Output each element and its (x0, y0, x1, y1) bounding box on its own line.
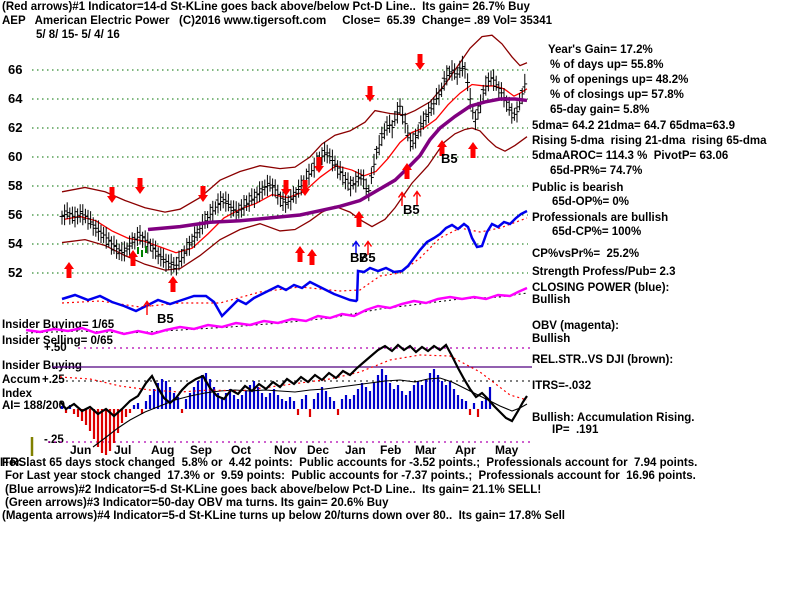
left-indicator-label: Accum (2, 374, 41, 386)
price-tick-label: 58 (8, 178, 23, 193)
footer-overlap-fragment: ITRS. (0, 457, 30, 469)
right-panel-line: Bullish (532, 333, 571, 345)
month-label: Jun (70, 443, 92, 457)
right-panel-line: Year's Gain= 17.2% (548, 44, 653, 56)
right-panel-line: % of openings up= 48.2% (550, 74, 689, 86)
month-label: Apr (455, 443, 476, 457)
month-label: Sep (190, 443, 213, 457)
left-indicator-label: Insider Buying= 1/65 (2, 319, 115, 331)
header-indicator1-legend: (Red arrows)#1 Indicator=14-d St-KLine g… (2, 1, 530, 13)
price-tick-label: 64 (8, 91, 23, 106)
right-panel-line: Public is bearish (532, 182, 624, 194)
right-panel-line: 65-day gain= 5.8% (550, 104, 650, 116)
right-panel-line: 5dmaAROC= 114.3 % PivotP= 63.06 (532, 150, 729, 162)
right-panel-line: ITRS=-.032 (532, 380, 592, 392)
right-panel-line: 65d-CP%= 100% (552, 226, 642, 238)
right-panel-line: Rising 5-dma rising 21-dma rising 65-dma (532, 135, 767, 147)
left-indicator-label: Index (2, 388, 33, 400)
right-panel-line: Strength Profess/Pub= 2.3 (532, 266, 676, 278)
right-panel-line: 65d-PR%= 74.7% (550, 165, 643, 177)
month-label: Nov (274, 443, 297, 457)
price-tick-label: 54 (8, 236, 23, 251)
right-panel-line: CP%vsPr%= 25.2% (532, 248, 640, 260)
footer-line: For Last year stock changed 17.3% or 9.5… (5, 470, 696, 482)
right-panel-line: Professionals are bullish (532, 212, 669, 224)
left-indicator-label: +.25 (42, 374, 65, 386)
month-label: Mar (415, 443, 437, 457)
price-tick-label: 52 (8, 265, 23, 280)
right-panel-line: % of days up= 55.8% (550, 59, 664, 71)
month-label: May (495, 443, 519, 457)
right-panel-line: CLOSING POWER (blue): (532, 282, 670, 294)
month-label: Dec (307, 443, 330, 457)
right-panel-line: OBV (magenta): (532, 320, 619, 332)
footer-line: For. last 65 days stock changed 5.8% or … (2, 457, 698, 469)
footer-line: (Blue arrows)#2 Indicator=5-d St-KLine g… (5, 484, 542, 496)
right-panel-line: REL.STR..VS DJI (brown): (532, 354, 674, 366)
price-tick-label: 66 (8, 62, 23, 77)
right-panel-line: % of closings up= 57.8% (550, 89, 684, 101)
header-symbol-line: AEP American Electric Power (C)2016 www.… (2, 15, 552, 27)
price-tick-label: 56 (8, 207, 23, 222)
month-label: Jan (345, 443, 366, 457)
month-label: Oct (231, 443, 252, 457)
footer-line: (Green arrows)#3 Indicator=50-day OBV ma… (5, 497, 389, 509)
month-label: Jul (114, 443, 132, 457)
left-indicator-label: -.25 (44, 434, 64, 446)
left-indicator-label: Insider Buying (2, 360, 82, 372)
price-tick-label: 60 (8, 149, 23, 164)
left-indicator-label: +.50 (44, 342, 67, 354)
footer-line: (Magenta arrows)#4 Indicator=5-d St-KLin… (2, 510, 565, 522)
right-panel-line: Bullish: Accumulation Rising. (532, 412, 695, 424)
month-label: Aug (151, 443, 175, 457)
right-panel-line: 65d-OP%= 0% (552, 196, 630, 208)
right-panel-line: IP= .191 (552, 424, 599, 436)
right-panel-line: Bullish (532, 294, 571, 306)
right-panel-line: 5dma= 64.2 21dma= 64.7 65dma=63.9 (532, 120, 735, 132)
left-indicator-label: AI= 188/200 (2, 400, 65, 412)
header-date-range: 5/ 8/ 15- 5/ 4/ 16 (36, 29, 120, 41)
month-label: Feb (380, 443, 402, 457)
price-tick-label: 62 (8, 120, 23, 135)
